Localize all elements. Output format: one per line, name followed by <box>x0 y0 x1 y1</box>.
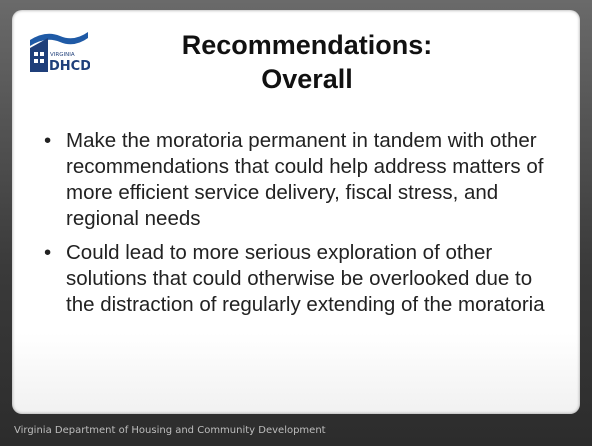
slide-panel: VIRGINIA DHCD Recommendations: Overall M… <box>12 10 580 414</box>
slide-title: Recommendations: Overall <box>181 30 433 94</box>
bullet-list: Make the moratoria permanent in tandem w… <box>40 128 560 326</box>
logo-state: VIRGINIA <box>50 52 75 58</box>
logo-window <box>34 59 38 63</box>
logo-house <box>30 38 48 72</box>
bullet: Make the moratoria permanent in tandem w… <box>40 128 560 232</box>
logo-window <box>34 52 38 56</box>
logo: VIRGINIA DHCD <box>30 32 90 74</box>
logo-window <box>40 52 44 56</box>
logo-window <box>40 59 44 63</box>
logo-name: DHCD <box>49 59 90 74</box>
footer: Virginia Department of Housing and Commu… <box>14 425 326 436</box>
logo-wave <box>30 32 88 46</box>
bullet: Could lead to more serious exploration o… <box>40 240 560 318</box>
